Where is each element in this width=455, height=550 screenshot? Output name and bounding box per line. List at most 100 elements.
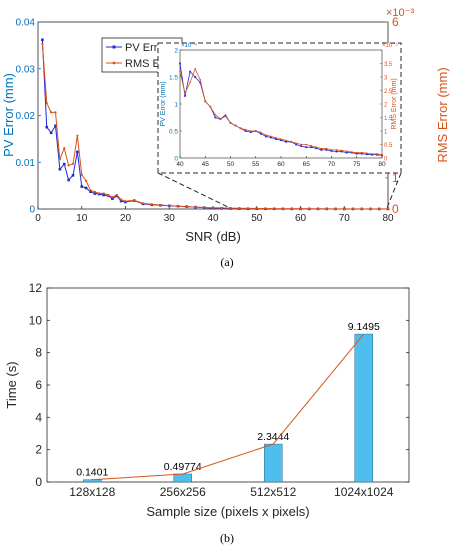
rms-error-point xyxy=(45,101,48,105)
rms-error-point xyxy=(194,206,197,209)
rms-error-point xyxy=(264,207,267,210)
inset-pv-error-point xyxy=(325,149,328,151)
rms-error-point xyxy=(159,203,162,207)
panel-a-y-left-label: PV Error (mm) xyxy=(1,73,16,157)
pv-error-point xyxy=(102,193,105,197)
inset-pv-error-point xyxy=(315,147,318,150)
inset-rms-error-point xyxy=(199,78,201,81)
x-tick-label: 80 xyxy=(382,213,394,224)
rms-error-point xyxy=(386,207,390,211)
inset-pv-error-point xyxy=(330,150,333,152)
rms-error-point xyxy=(89,189,92,192)
pv-error-point xyxy=(41,38,44,42)
inset-rms-error-point xyxy=(214,114,217,116)
inset-y-right-tick-label: 0 xyxy=(384,157,388,163)
inset-rms-error-point xyxy=(189,81,191,84)
rms-error-point xyxy=(238,207,241,210)
zoom-connector-left xyxy=(157,172,231,209)
x-tick-label: 128x128 xyxy=(69,485,115,499)
pv-error-point xyxy=(49,131,53,135)
rms-error-point xyxy=(343,207,346,210)
inset-y-left-tick-label: 0 xyxy=(174,156,178,163)
inset-rms-error-point xyxy=(285,139,287,142)
panel-a-series xyxy=(41,38,390,211)
inset-rms-error-point xyxy=(265,134,267,136)
inset-rms-error-point xyxy=(184,92,186,94)
inset-rms-error-point xyxy=(305,143,308,146)
inset-series xyxy=(179,62,383,157)
inset-pv-error-point xyxy=(275,138,277,140)
rms-error-point xyxy=(378,207,381,211)
inset-y-left-tick-label: 2 xyxy=(174,48,178,55)
x-tick-label: 60 xyxy=(295,213,307,224)
inset-rms-error-point xyxy=(280,138,282,140)
inset-y-right-tick-label: 2 xyxy=(384,103,388,109)
y-right-tick-label: 6 xyxy=(392,15,399,29)
inset-y-right-tick-label: 1.5 xyxy=(384,116,393,122)
inset-pv-error-point xyxy=(249,131,252,133)
inset-pv-error-point xyxy=(184,95,186,97)
x-tick-label: 512x512 xyxy=(250,485,296,499)
inset-rms-error-point xyxy=(366,152,368,154)
y-left-tick-label: 0.02 xyxy=(16,111,36,122)
pv-error-point xyxy=(71,174,75,177)
panel-b-label: (b) xyxy=(220,531,234,545)
rms-error-point xyxy=(316,207,320,210)
inset-pv-error-point xyxy=(179,62,181,65)
y-left-tick-label: 0.01 xyxy=(16,158,36,169)
inset-rms-error-point xyxy=(310,145,313,147)
inset-rms-error-point xyxy=(219,118,222,120)
inset-rms-error-point xyxy=(209,105,212,108)
rms-error-point xyxy=(80,173,83,176)
inset-y-right-tick-label: 0.5 xyxy=(384,143,393,149)
inset-y-right-tick-label: 3 xyxy=(384,76,388,82)
rms-error-point xyxy=(299,207,302,210)
inset-rms-error-point xyxy=(335,149,338,151)
pv-error-point xyxy=(89,190,92,194)
inset-ticks: 40 45 50 55 60 65 70 75 8000.511.5200.511.522.53… xyxy=(169,48,393,169)
inset-pv-error-point xyxy=(259,132,262,135)
inset-x-tick-label: 75 xyxy=(353,161,361,168)
legend-pv-marker xyxy=(112,45,116,49)
rms-error-point xyxy=(351,207,355,210)
rms-error-point xyxy=(111,196,114,199)
panel-a-y-right-label: RMS Error (mm) xyxy=(435,67,450,162)
rms-error-point xyxy=(115,193,118,197)
inset-x-tick-label: 55 xyxy=(252,161,260,168)
inset-pv-error-point xyxy=(264,135,267,138)
inset-pv-error-point xyxy=(355,152,358,155)
x-tick-label: 40 xyxy=(207,213,219,224)
inset-rms-error-point xyxy=(254,130,257,132)
inset-rms-error-point xyxy=(300,143,303,146)
pv-error-point xyxy=(58,167,62,171)
inset-rms-error-point xyxy=(340,149,343,152)
inset-rms-error-point xyxy=(355,151,358,154)
legend-rms-marker xyxy=(112,61,116,65)
y-tick-label: 12 xyxy=(29,281,43,295)
inset-pv-error-point xyxy=(305,146,308,149)
rms-error-point xyxy=(98,192,101,195)
y-tick-label: 0 xyxy=(35,475,42,489)
rms-error-point xyxy=(273,207,276,210)
inset-x-tick-label: 50 xyxy=(227,161,235,168)
inset-pv-error-point xyxy=(270,136,272,139)
rms-error-point xyxy=(290,207,293,210)
trend-line xyxy=(92,333,365,481)
inset-pv-error-point xyxy=(224,114,227,117)
panel-a-inset: 40 45 50 55 60 65 70 75 8000.511.5200.511.522.53… xyxy=(157,42,402,174)
rms-error-point xyxy=(106,193,110,197)
rms-error-point xyxy=(124,200,127,203)
rms-error-point xyxy=(93,190,96,193)
inset-pv-error-point xyxy=(376,153,378,156)
y-tick-label: 4 xyxy=(35,410,42,424)
pv-error-point xyxy=(76,150,79,154)
rms-error-point xyxy=(360,207,363,210)
inset-rms-error-point xyxy=(295,142,297,144)
inset-x-tick-label: 70 xyxy=(328,161,336,168)
panel-b-ticks: 0 2 4 6 8 10 12 128x128 256x256 512x512 1024x1024 xyxy=(29,281,409,499)
inset-plot-area xyxy=(179,49,383,159)
rms-error-point xyxy=(54,111,57,114)
inset-rms-error-point xyxy=(290,141,292,143)
